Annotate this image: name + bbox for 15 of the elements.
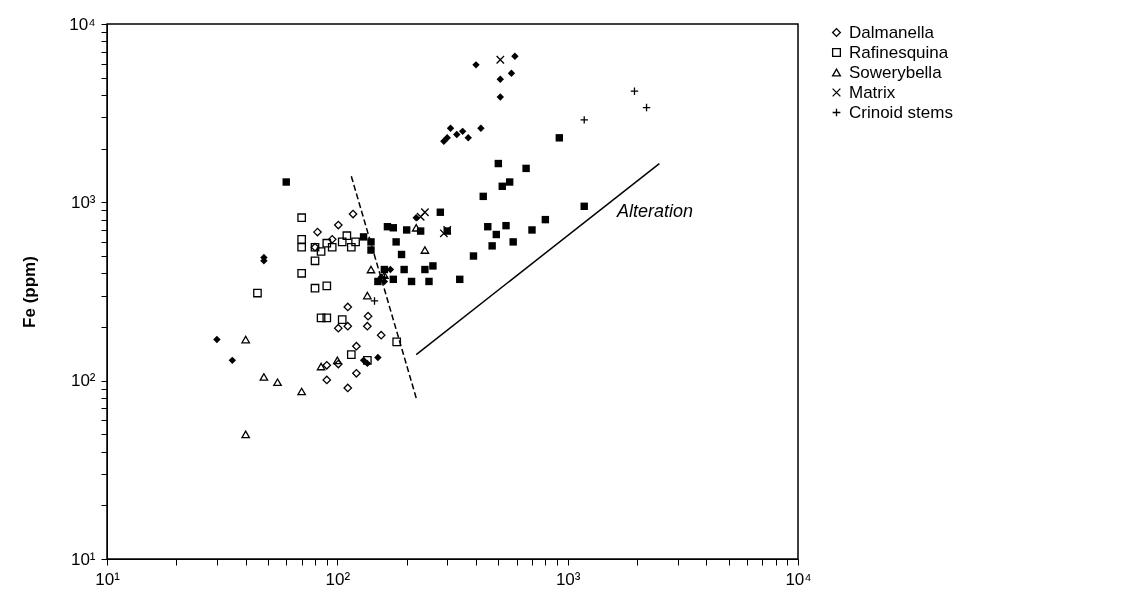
y-tick-label: 10³ xyxy=(70,192,96,212)
x-tick-label: 10¹ xyxy=(95,569,121,589)
x-tick-label: 10⁴ xyxy=(785,569,812,589)
y-tick-label: 10² xyxy=(70,371,96,391)
x-tick-label: 10³ xyxy=(555,569,581,589)
legend-label: Sowerybella xyxy=(849,62,943,82)
x-tick-label: 10² xyxy=(325,569,351,589)
y-tick-label: 10⁴ xyxy=(69,14,96,34)
y-axis-title: Fe (ppm) xyxy=(20,256,40,328)
y-tick-label: 10¹ xyxy=(70,549,96,569)
legend-label: Crinoid stems xyxy=(849,102,953,122)
legend-label: Dalmanella xyxy=(849,22,935,42)
annotation: Alteration xyxy=(616,201,694,221)
legend-label: Rafinesquina xyxy=(849,42,949,62)
legend-label: Matrix xyxy=(849,82,896,102)
